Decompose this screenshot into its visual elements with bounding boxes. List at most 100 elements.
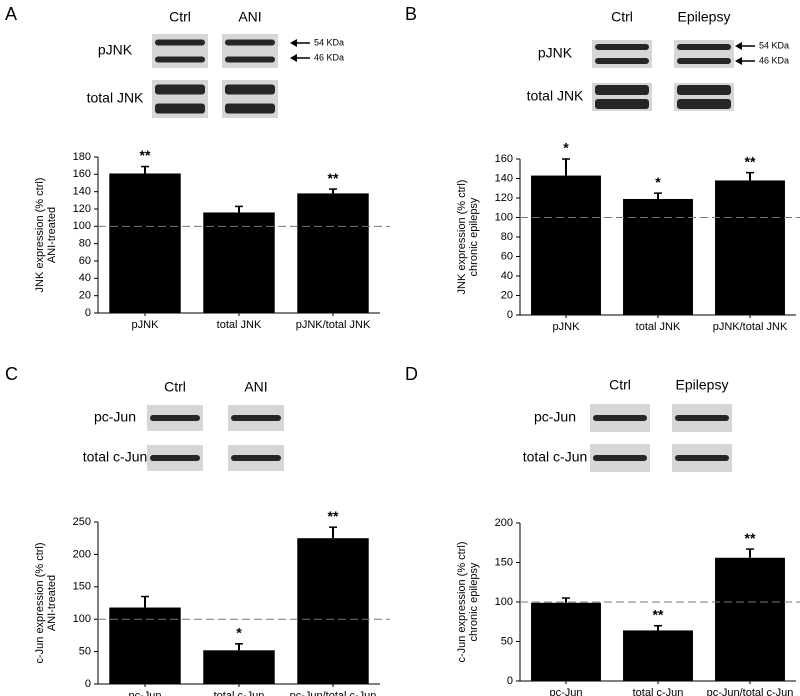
- y-tick-label: 40: [501, 270, 513, 282]
- blot-band: [595, 85, 649, 95]
- panel-letter: C: [5, 364, 18, 384]
- blot-column-label: Ctrl: [169, 9, 191, 25]
- bar: [109, 607, 181, 684]
- blot-band: [150, 415, 200, 421]
- blot-band: [593, 455, 647, 461]
- significance: **: [140, 147, 151, 163]
- y-tick-label: 40: [79, 272, 91, 284]
- x-tick-label: pc-Jun/total c-Jun: [290, 690, 377, 696]
- blot-image: [152, 34, 208, 68]
- y-tick-label: 0: [85, 307, 91, 319]
- blot-row-label: total JNK: [527, 88, 584, 104]
- blot-band: [155, 84, 205, 95]
- significance: **: [653, 606, 664, 622]
- y-axis-label: JNK expression (% ctrl): [34, 178, 46, 293]
- error-bar: [141, 165, 149, 174]
- blot-band: [595, 58, 649, 64]
- significance: *: [236, 625, 242, 641]
- marker-label: 46 KDa: [314, 52, 344, 62]
- bar: [623, 630, 693, 681]
- bar: [203, 650, 275, 684]
- error-bar: [654, 192, 662, 199]
- marker-arrowhead: [290, 39, 297, 47]
- significance: *: [655, 174, 661, 190]
- y-tick-label: 120: [495, 192, 513, 204]
- y-tick-label: 50: [501, 635, 513, 647]
- y-tick-label: 0: [507, 309, 513, 321]
- blot-column-label: Ctrl: [611, 9, 633, 25]
- error-bar: [235, 205, 243, 213]
- error-bar: [141, 595, 149, 608]
- y-axis-label: JNK expression (% ctrl): [456, 180, 468, 295]
- bar: [297, 193, 369, 313]
- blot-row-label: pJNK: [538, 45, 573, 61]
- blot-band: [677, 58, 731, 64]
- blot-band: [150, 455, 200, 461]
- y-tick-label: 20: [79, 290, 91, 302]
- error-bar: [654, 624, 662, 631]
- x-tick-label: total JNK: [636, 321, 681, 333]
- marker-arrowhead: [735, 57, 742, 65]
- blot-band: [593, 415, 647, 421]
- significance: **: [328, 508, 339, 524]
- blot-band: [675, 455, 729, 461]
- blot-band: [595, 99, 649, 109]
- x-tick-label: pc-Jun: [549, 687, 582, 696]
- blot-column-label: Epilepsy: [678, 9, 731, 25]
- panel-letter: D: [405, 364, 418, 384]
- error-bar: [746, 548, 754, 558]
- marker-arrowhead: [290, 54, 297, 62]
- y-tick-label: 100: [495, 596, 513, 608]
- bar: [531, 175, 601, 315]
- y-tick-label: 160: [495, 153, 513, 165]
- y-tick-label: 180: [73, 151, 91, 163]
- blot-band: [677, 99, 731, 109]
- y-tick-label: 20: [501, 289, 513, 301]
- blot-band: [225, 39, 275, 46]
- y-tick-label: 150: [73, 581, 91, 593]
- y-axis-label: chronic epilepsy: [468, 562, 480, 641]
- bar: [531, 602, 601, 681]
- y-tick-label: 200: [495, 517, 513, 529]
- blot-band: [677, 85, 731, 95]
- y-tick-label: 0: [507, 675, 513, 687]
- panel-letter: A: [5, 4, 17, 24]
- x-tick-label: pJNK/total JNK: [296, 319, 371, 331]
- y-tick-label: 140: [495, 172, 513, 184]
- y-tick-label: 250: [73, 516, 91, 528]
- y-tick-label: 140: [73, 186, 91, 198]
- blot-band: [155, 39, 205, 46]
- y-tick-label: 150: [495, 556, 513, 568]
- y-tick-label: 120: [73, 203, 91, 215]
- bar: [715, 557, 785, 681]
- y-tick-label: 60: [501, 250, 513, 262]
- x-tick-label: total JNK: [217, 319, 262, 331]
- blot-column-label: Ctrl: [609, 377, 631, 393]
- blot-row-label: pJNK: [98, 42, 133, 58]
- marker-label: 54 KDa: [759, 40, 789, 50]
- blot-column-label: Ctrl: [164, 379, 186, 395]
- error-bar: [562, 158, 570, 176]
- x-tick-label: pJNK: [553, 321, 581, 333]
- x-tick-label: pc-Jun: [128, 690, 161, 696]
- blot-band: [225, 84, 275, 95]
- y-axis-label: ANI-treated: [46, 207, 58, 263]
- error-bar: [562, 597, 570, 603]
- significance: **: [328, 170, 339, 186]
- bar: [109, 173, 181, 313]
- x-tick-label: pJNK/total JNK: [713, 321, 788, 333]
- bar: [297, 538, 369, 684]
- x-tick-label: pc-Jun/total c-Jun: [707, 687, 794, 696]
- significance: *: [563, 140, 569, 156]
- blot-band: [231, 455, 281, 461]
- blot-row-label: total c-Jun: [83, 449, 148, 465]
- y-axis-label: c-Jun expression (% ctrl): [456, 541, 468, 662]
- bar: [715, 180, 785, 315]
- y-tick-label: 100: [495, 211, 513, 223]
- bar: [623, 198, 693, 315]
- blot-band: [595, 44, 649, 50]
- blot-band: [231, 415, 281, 421]
- blot-column-label: Epilepsy: [676, 377, 729, 393]
- blot-band: [677, 44, 731, 50]
